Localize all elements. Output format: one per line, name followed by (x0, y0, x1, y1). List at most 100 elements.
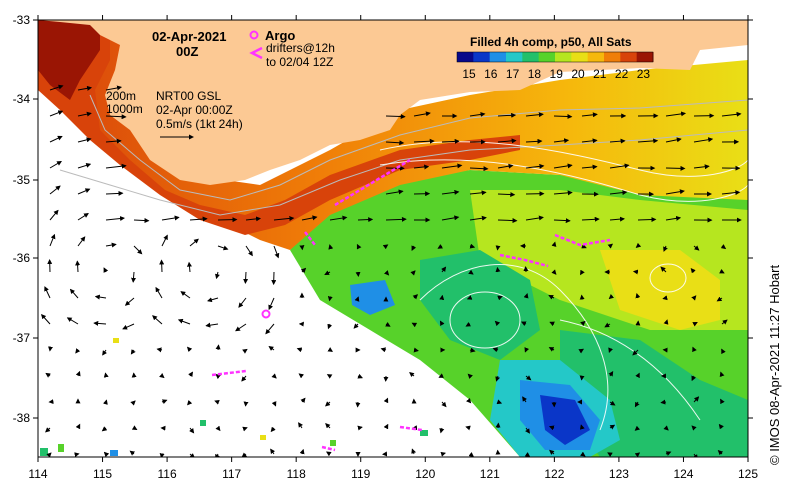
current-arrow (75, 348, 81, 354)
current-arrow (438, 373, 444, 378)
current-arrow (44, 286, 51, 299)
current-arrow (721, 111, 742, 117)
current-arrow (466, 295, 473, 300)
current-arrow (105, 216, 126, 222)
current-arrow (663, 425, 669, 431)
current-arrow (440, 451, 446, 457)
current-arrow (383, 397, 389, 404)
argo-legend-label: Argo (265, 28, 295, 43)
current-arrow (469, 243, 476, 249)
current-arrow (301, 215, 318, 221)
current-arrow (717, 449, 724, 456)
colorbar-tick-label: 20 (571, 67, 585, 81)
current-arrow (268, 345, 275, 351)
x-tick-label: 124 (673, 467, 693, 481)
current-arrow (469, 190, 487, 196)
isobath-1000m-label: 1000m (106, 102, 143, 116)
current-arrow (719, 371, 725, 378)
colorbar-swatch (522, 52, 540, 62)
current-arrow (326, 451, 332, 457)
current-arrow (186, 261, 192, 273)
current-arrow (385, 140, 405, 146)
current-arrow (161, 215, 180, 221)
current-arrow (548, 347, 555, 352)
current-arrow (716, 296, 723, 302)
sst-field (38, 20, 748, 457)
colorbar-tick-label: 15 (462, 67, 476, 81)
current-arrow (607, 452, 613, 457)
current-arrow (494, 320, 501, 327)
drifter-legend-marker (249, 46, 263, 60)
current-arrow (385, 322, 391, 327)
current-arrow (217, 245, 229, 251)
current-arrow (45, 372, 51, 378)
argo-legend-marker (249, 30, 259, 40)
current-arrow (131, 271, 137, 283)
current-arrow (719, 268, 725, 274)
current-arrow (357, 425, 363, 431)
current-arrow (439, 427, 445, 434)
current-arrow (105, 163, 127, 169)
drifters-legend-label: drifters@12h (266, 41, 335, 55)
y-tick-label: -38 (13, 411, 31, 425)
current-arrow (49, 110, 64, 117)
current-arrow (580, 451, 586, 457)
current-arrow (103, 451, 110, 457)
current-arrow (133, 218, 150, 224)
current-arrow (441, 189, 460, 195)
current-arrow (468, 269, 474, 275)
colorbar-tick-label: 21 (593, 67, 607, 81)
current-arrow (235, 323, 247, 332)
colorbar-tick-label: 19 (550, 67, 564, 81)
current-arrow (580, 269, 585, 276)
current-arrow (497, 295, 503, 301)
isobath-200m-label: 200m (106, 89, 136, 103)
current-arrow (441, 401, 447, 408)
current-arrow (660, 399, 667, 405)
colorbar-tick-label: 23 (637, 67, 651, 81)
colorbar-tick-label: 17 (506, 67, 520, 81)
current-arrow (411, 322, 418, 328)
current-arrow (496, 399, 503, 405)
current-arrow (325, 422, 331, 429)
current-arrow (439, 320, 445, 327)
current-arrow (635, 242, 642, 248)
current-arrow (492, 347, 499, 353)
x-tick-label: 117 (222, 467, 241, 481)
current-arrow (410, 270, 416, 276)
current-arrow (413, 164, 430, 170)
x-tick-label: 120 (415, 467, 435, 481)
current-arrow (469, 347, 476, 353)
current-time-label: 02-Apr 00:00Z (156, 103, 233, 117)
current-arrow (270, 426, 276, 433)
current-arrow (660, 266, 667, 273)
y-tick-label: -34 (13, 92, 31, 106)
current-arrow (215, 373, 221, 380)
current-arrow (189, 427, 195, 434)
current-arrow (77, 213, 89, 221)
current-arrow (385, 189, 404, 195)
current-arrow (495, 375, 501, 382)
x-tick-label: 119 (351, 467, 370, 481)
current-arrow (466, 398, 472, 404)
colorbar-swatch (489, 52, 507, 62)
current-arrow (103, 267, 109, 273)
current-arrow (413, 347, 419, 353)
current-arrow (129, 450, 136, 456)
current-arrow (609, 400, 616, 406)
colorbar-swatch (538, 52, 556, 62)
current-arrow (441, 138, 460, 144)
isobath-1000m (59, 129, 748, 216)
current-arrow (273, 245, 280, 259)
current-arrow (635, 292, 641, 299)
current-arrow (632, 269, 639, 275)
credit-text: © IMOS 08-Apr-2021 11:27 Hobart (767, 265, 782, 465)
current-model-label: NRT00 GSL (156, 89, 221, 103)
current-arrow (665, 189, 685, 195)
current-arrow (609, 216, 625, 222)
y-tick-label: -35 (13, 173, 31, 187)
current-arrow (691, 425, 697, 431)
current-arrow (133, 245, 143, 255)
current-arrow (469, 166, 489, 172)
current-arrow (409, 372, 415, 378)
